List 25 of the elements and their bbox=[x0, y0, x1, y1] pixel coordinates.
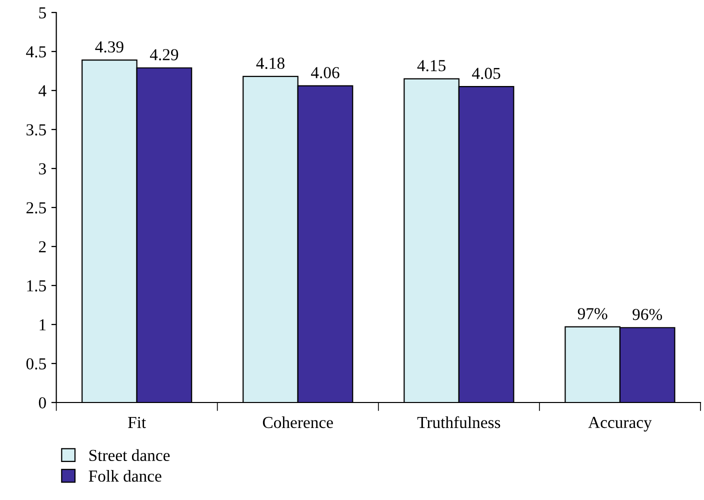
x-tick-label: Accuracy bbox=[588, 416, 652, 432]
y-tick-label: 3.5 bbox=[26, 124, 46, 136]
data-label: 4.18 bbox=[256, 58, 284, 69]
data-label: 4.15 bbox=[417, 60, 446, 72]
y-tick-label: 5 bbox=[39, 7, 46, 18]
y-tick-label: 1.5 bbox=[27, 280, 46, 292]
y-tick-label: 2 bbox=[38, 241, 46, 252]
y-tick-label: 0.5 bbox=[26, 358, 46, 370]
data-label: 4.05 bbox=[472, 68, 500, 80]
data-label: 4.06 bbox=[311, 67, 340, 78]
y-tick-label: 2.5 bbox=[26, 202, 46, 214]
y-tick-label: 4 bbox=[38, 85, 46, 96]
legend-label: Folk dance bbox=[88, 470, 162, 482]
x-tick-label: Coherence bbox=[262, 416, 333, 428]
y-tick-label: 3 bbox=[39, 163, 46, 174]
data-label: 97% bbox=[578, 308, 608, 320]
legend-label: Street dance bbox=[89, 449, 170, 462]
data-label: 4.39 bbox=[95, 41, 124, 53]
data-label: 96% bbox=[632, 308, 662, 320]
y-tick-label: 0 bbox=[38, 397, 46, 408]
x-tick-label: Truthfulness bbox=[417, 416, 500, 428]
x-tick-label: Fit bbox=[128, 416, 146, 428]
data-label: 4.29 bbox=[150, 49, 178, 60]
y-tick-label: 1 bbox=[40, 319, 46, 330]
y-tick-label: 4.5 bbox=[26, 46, 46, 58]
